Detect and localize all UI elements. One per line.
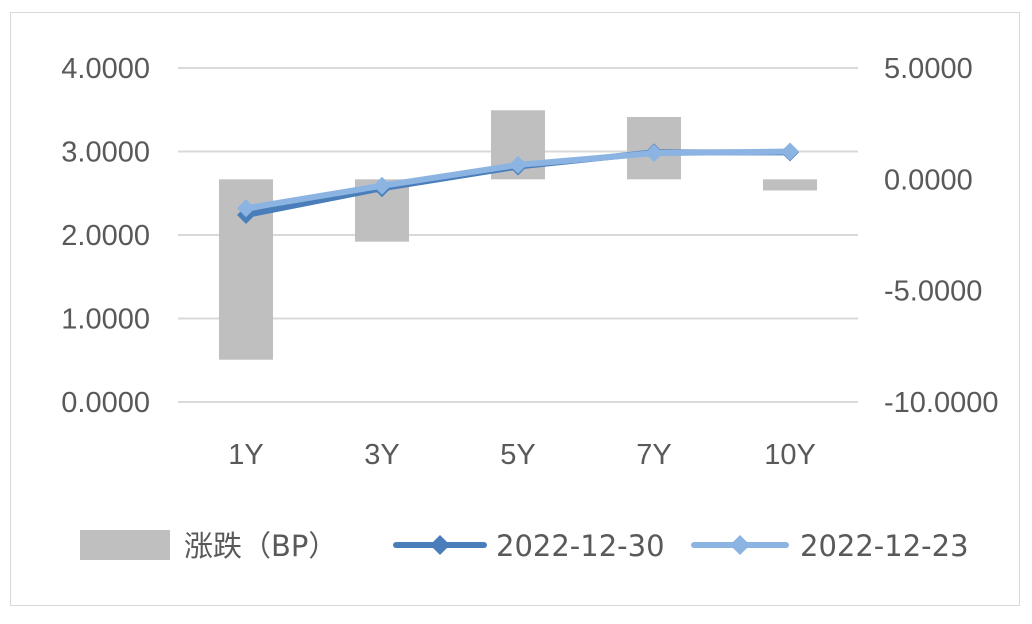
category-label: 10Y bbox=[764, 439, 816, 471]
category-label: 7Y bbox=[636, 439, 671, 471]
category-label: 5Y bbox=[500, 439, 535, 471]
right-tick-label: -5.0000 bbox=[884, 276, 982, 308]
point bbox=[645, 144, 663, 163]
point bbox=[237, 199, 255, 218]
legend-marker bbox=[430, 535, 450, 555]
right-tick-label: -10.0000 bbox=[884, 387, 999, 419]
left-tick-label: 2.0000 bbox=[61, 220, 150, 252]
point bbox=[781, 142, 799, 161]
right-axis-ticks: 5.0000 0.0000 -5.0000 -10.0000 bbox=[884, 53, 999, 419]
legend-label: 涨跌（BP） bbox=[184, 529, 337, 563]
bar bbox=[763, 179, 817, 191]
category-label: 1Y bbox=[228, 439, 263, 471]
point bbox=[509, 155, 527, 174]
legend-swatch-bar bbox=[80, 530, 170, 560]
category-axis-ticks: 1Y 3Y 5Y 7Y 10Y bbox=[228, 439, 816, 471]
legend-label: 2022-12-30 bbox=[496, 529, 665, 563]
left-tick-label: 4.0000 bbox=[61, 53, 150, 85]
legend: 涨跌（BP） 2022-12-30 2022-12-23 bbox=[80, 529, 969, 563]
point bbox=[373, 176, 391, 195]
line-series bbox=[237, 142, 799, 224]
legend-label: 2022-12-23 bbox=[800, 529, 969, 563]
left-tick-label: 3.0000 bbox=[61, 137, 150, 169]
category-label: 3Y bbox=[364, 439, 399, 471]
left-tick-label: 1.0000 bbox=[61, 304, 150, 336]
right-tick-label: 5.0000 bbox=[884, 53, 973, 85]
legend-marker bbox=[730, 535, 750, 555]
left-tick-label: 0.0000 bbox=[61, 387, 150, 419]
right-tick-label: 0.0000 bbox=[884, 164, 973, 196]
left-axis-ticks: 4.0000 3.0000 2.0000 1.0000 0.0000 bbox=[61, 53, 150, 419]
